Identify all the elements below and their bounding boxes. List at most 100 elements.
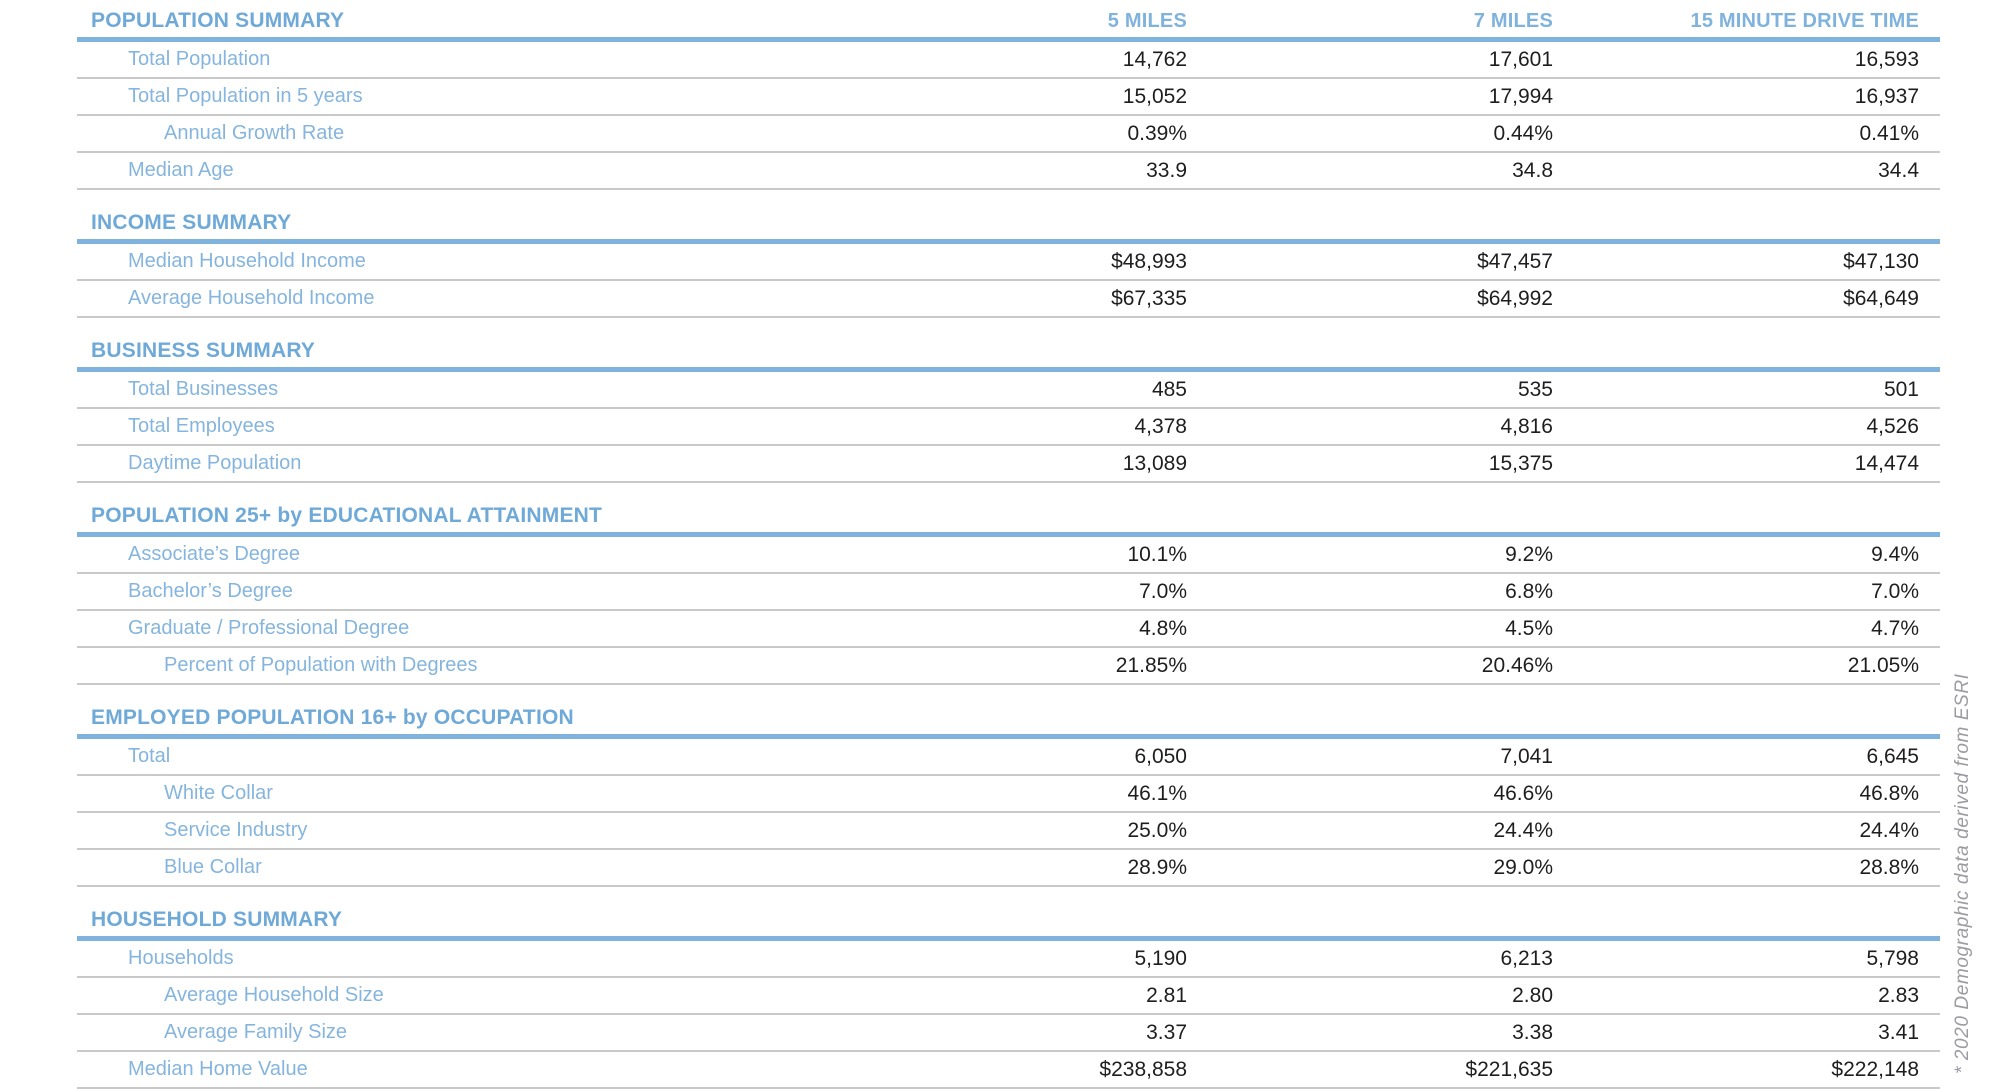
- table-row: Total Population 14,762 17,601 16,593: [77, 42, 1940, 79]
- section-header-row: INCOME SUMMARY: [77, 206, 1940, 235]
- table-row: Blue Collar 28.9% 29.0% 28.8%: [77, 850, 1940, 887]
- cell-value: 4.8%: [1139, 616, 1187, 640]
- table-row: Median Household Income $48,993 $47,457 $47…: [77, 244, 1940, 281]
- section-divider-line: [77, 37, 1940, 42]
- table-row: Total Employees 4,378 4,816 4,526: [77, 409, 1940, 446]
- row-label: Median Home Value: [128, 1058, 308, 1080]
- section-gap: [77, 685, 1940, 701]
- cell-value: 0.39%: [1127, 121, 1187, 145]
- table-row: White Collar 46.1% 46.6% 46.8%: [77, 776, 1940, 813]
- row-label: Average Family Size: [164, 1021, 348, 1043]
- table-row: Average Household Size 2.81 2.80 2.83: [77, 978, 1940, 1015]
- cell-value: $47,130: [1843, 249, 1919, 273]
- cell-value: 46.8%: [1859, 781, 1919, 805]
- section-divider-line: [77, 734, 1940, 739]
- cell-value: 13,089: [1122, 451, 1187, 475]
- cell-value: 46.1%: [1127, 781, 1187, 805]
- section-divider-line: [77, 239, 1940, 244]
- cell-value: 4,378: [1134, 414, 1187, 438]
- row-label: Graduate / Professional Degree: [128, 617, 410, 639]
- cell-value: 2.80: [1512, 983, 1553, 1007]
- table-row: Associate’s Degree 10.1% 9.2% 9.4%: [77, 537, 1940, 574]
- cell-value: 28.8%: [1859, 855, 1919, 879]
- cell-value: 2.83: [1878, 983, 1919, 1007]
- cell-value: 0.44%: [1493, 121, 1553, 145]
- cell-value: 4.5%: [1505, 616, 1553, 640]
- cell-value: $67,335: [1111, 286, 1187, 310]
- cell-value: 7.0%: [1139, 579, 1187, 603]
- table-row: Households 5,190 6,213 5,798: [77, 941, 1940, 978]
- row-label: Blue Collar: [164, 856, 262, 878]
- cell-value: 2.81: [1146, 983, 1187, 1007]
- section-title: POPULATION 25+ by EDUCATIONAL ATTAINMENT: [91, 504, 603, 527]
- section-divider-line: [77, 936, 1940, 941]
- row-label: Annual Growth Rate: [164, 122, 345, 144]
- table-row: Percent of Population with Degrees 21.85%…: [77, 648, 1940, 685]
- column-header: 5 MILES: [1107, 10, 1187, 32]
- cell-value: $64,649: [1843, 286, 1919, 310]
- cell-value: 24.4%: [1859, 818, 1919, 842]
- table-row: Total Population in 5 years 15,052 17,994 1…: [77, 79, 1940, 116]
- section-divider-line: [77, 367, 1940, 372]
- section-header-row: POPULATION SUMMARY 5 MILES 7 MILES 15 MINUT…: [77, 4, 1940, 33]
- cell-value: 16,593: [1854, 47, 1919, 71]
- row-label: Daytime Population: [128, 452, 302, 474]
- section-title: POPULATION SUMMARY: [91, 9, 345, 32]
- cell-value: 24.4%: [1493, 818, 1553, 842]
- cell-value: 15,375: [1488, 451, 1553, 475]
- cell-value: 4,816: [1500, 414, 1553, 438]
- cell-value: 21.85%: [1115, 653, 1187, 677]
- cell-value: 29.0%: [1493, 855, 1553, 879]
- cell-value: 6,213: [1500, 946, 1553, 970]
- cell-value: $221,635: [1465, 1057, 1553, 1081]
- cell-value: 14,762: [1122, 47, 1187, 71]
- cell-value: 25.0%: [1127, 818, 1187, 842]
- cell-value: 28.9%: [1127, 855, 1187, 879]
- cell-value: 535: [1517, 377, 1553, 401]
- cell-value: $222,148: [1831, 1057, 1919, 1081]
- cell-value: 501: [1883, 377, 1919, 401]
- row-label: Total Population: [128, 48, 271, 70]
- cell-value: 4,526: [1866, 414, 1919, 438]
- cell-value: 10.1%: [1127, 542, 1187, 566]
- cell-value: 3.41: [1878, 1020, 1919, 1044]
- table-row: Median Age 33.9 34.8 34.4: [77, 153, 1940, 190]
- data-source-footnote: * 2020 Demographic data derived from ESR…: [1952, 673, 1973, 1074]
- cell-value: 14,474: [1854, 451, 1919, 475]
- row-label: Total: [128, 745, 171, 767]
- cell-value: 34.8: [1512, 158, 1553, 182]
- cell-value: 6,645: [1866, 744, 1919, 768]
- section-title: INCOME SUMMARY: [91, 211, 292, 234]
- cell-value: 6,050: [1134, 744, 1187, 768]
- cell-value: 15,052: [1122, 84, 1187, 108]
- table-row: Average Household Income $67,335 $64,992 $6…: [77, 281, 1940, 318]
- cell-value: 3.38: [1512, 1020, 1553, 1044]
- section-gap: [77, 483, 1940, 499]
- cell-value: 46.6%: [1493, 781, 1553, 805]
- section-divider-line: [77, 532, 1940, 537]
- table-row: Daytime Population 13,089 15,375 14,474: [77, 446, 1940, 483]
- cell-value: 485: [1151, 377, 1187, 401]
- table-row: Annual Growth Rate 0.39% 0.44% 0.41%: [77, 116, 1940, 153]
- cell-value: 6.8%: [1505, 579, 1553, 603]
- cell-value: 16,937: [1854, 84, 1919, 108]
- cell-value: 17,601: [1488, 47, 1553, 71]
- cell-value: 21.05%: [1847, 653, 1919, 677]
- table-row: Bachelor’s Degree 7.0% 6.8% 7.0%: [77, 574, 1940, 611]
- section-header-row: POPULATION 25+ by EDUCATIONAL ATTAINMENT: [77, 499, 1940, 528]
- section-title: BUSINESS SUMMARY: [91, 339, 316, 362]
- cell-value: 5,798: [1866, 946, 1919, 970]
- cell-value: 7,041: [1500, 744, 1553, 768]
- row-label: White Collar: [164, 782, 273, 804]
- cell-value: 33.9: [1146, 158, 1187, 182]
- row-label: Bachelor’s Degree: [128, 580, 293, 602]
- cell-value: $238,858: [1099, 1057, 1187, 1081]
- row-label: Associate’s Degree: [128, 543, 300, 565]
- cell-value: 3.37: [1146, 1020, 1187, 1044]
- table-row: Service Industry 25.0% 24.4% 24.4%: [77, 813, 1940, 850]
- table-row: Average Family Size 3.37 3.38 3.41: [77, 1015, 1940, 1052]
- row-label: Service Industry: [164, 819, 308, 841]
- demographics-table: POPULATION SUMMARY 5 MILES 7 MILES 15 MINUT…: [77, 4, 1940, 1089]
- column-header: 7 MILES: [1473, 10, 1553, 32]
- table-row: Total 6,050 7,041 6,645: [77, 739, 1940, 776]
